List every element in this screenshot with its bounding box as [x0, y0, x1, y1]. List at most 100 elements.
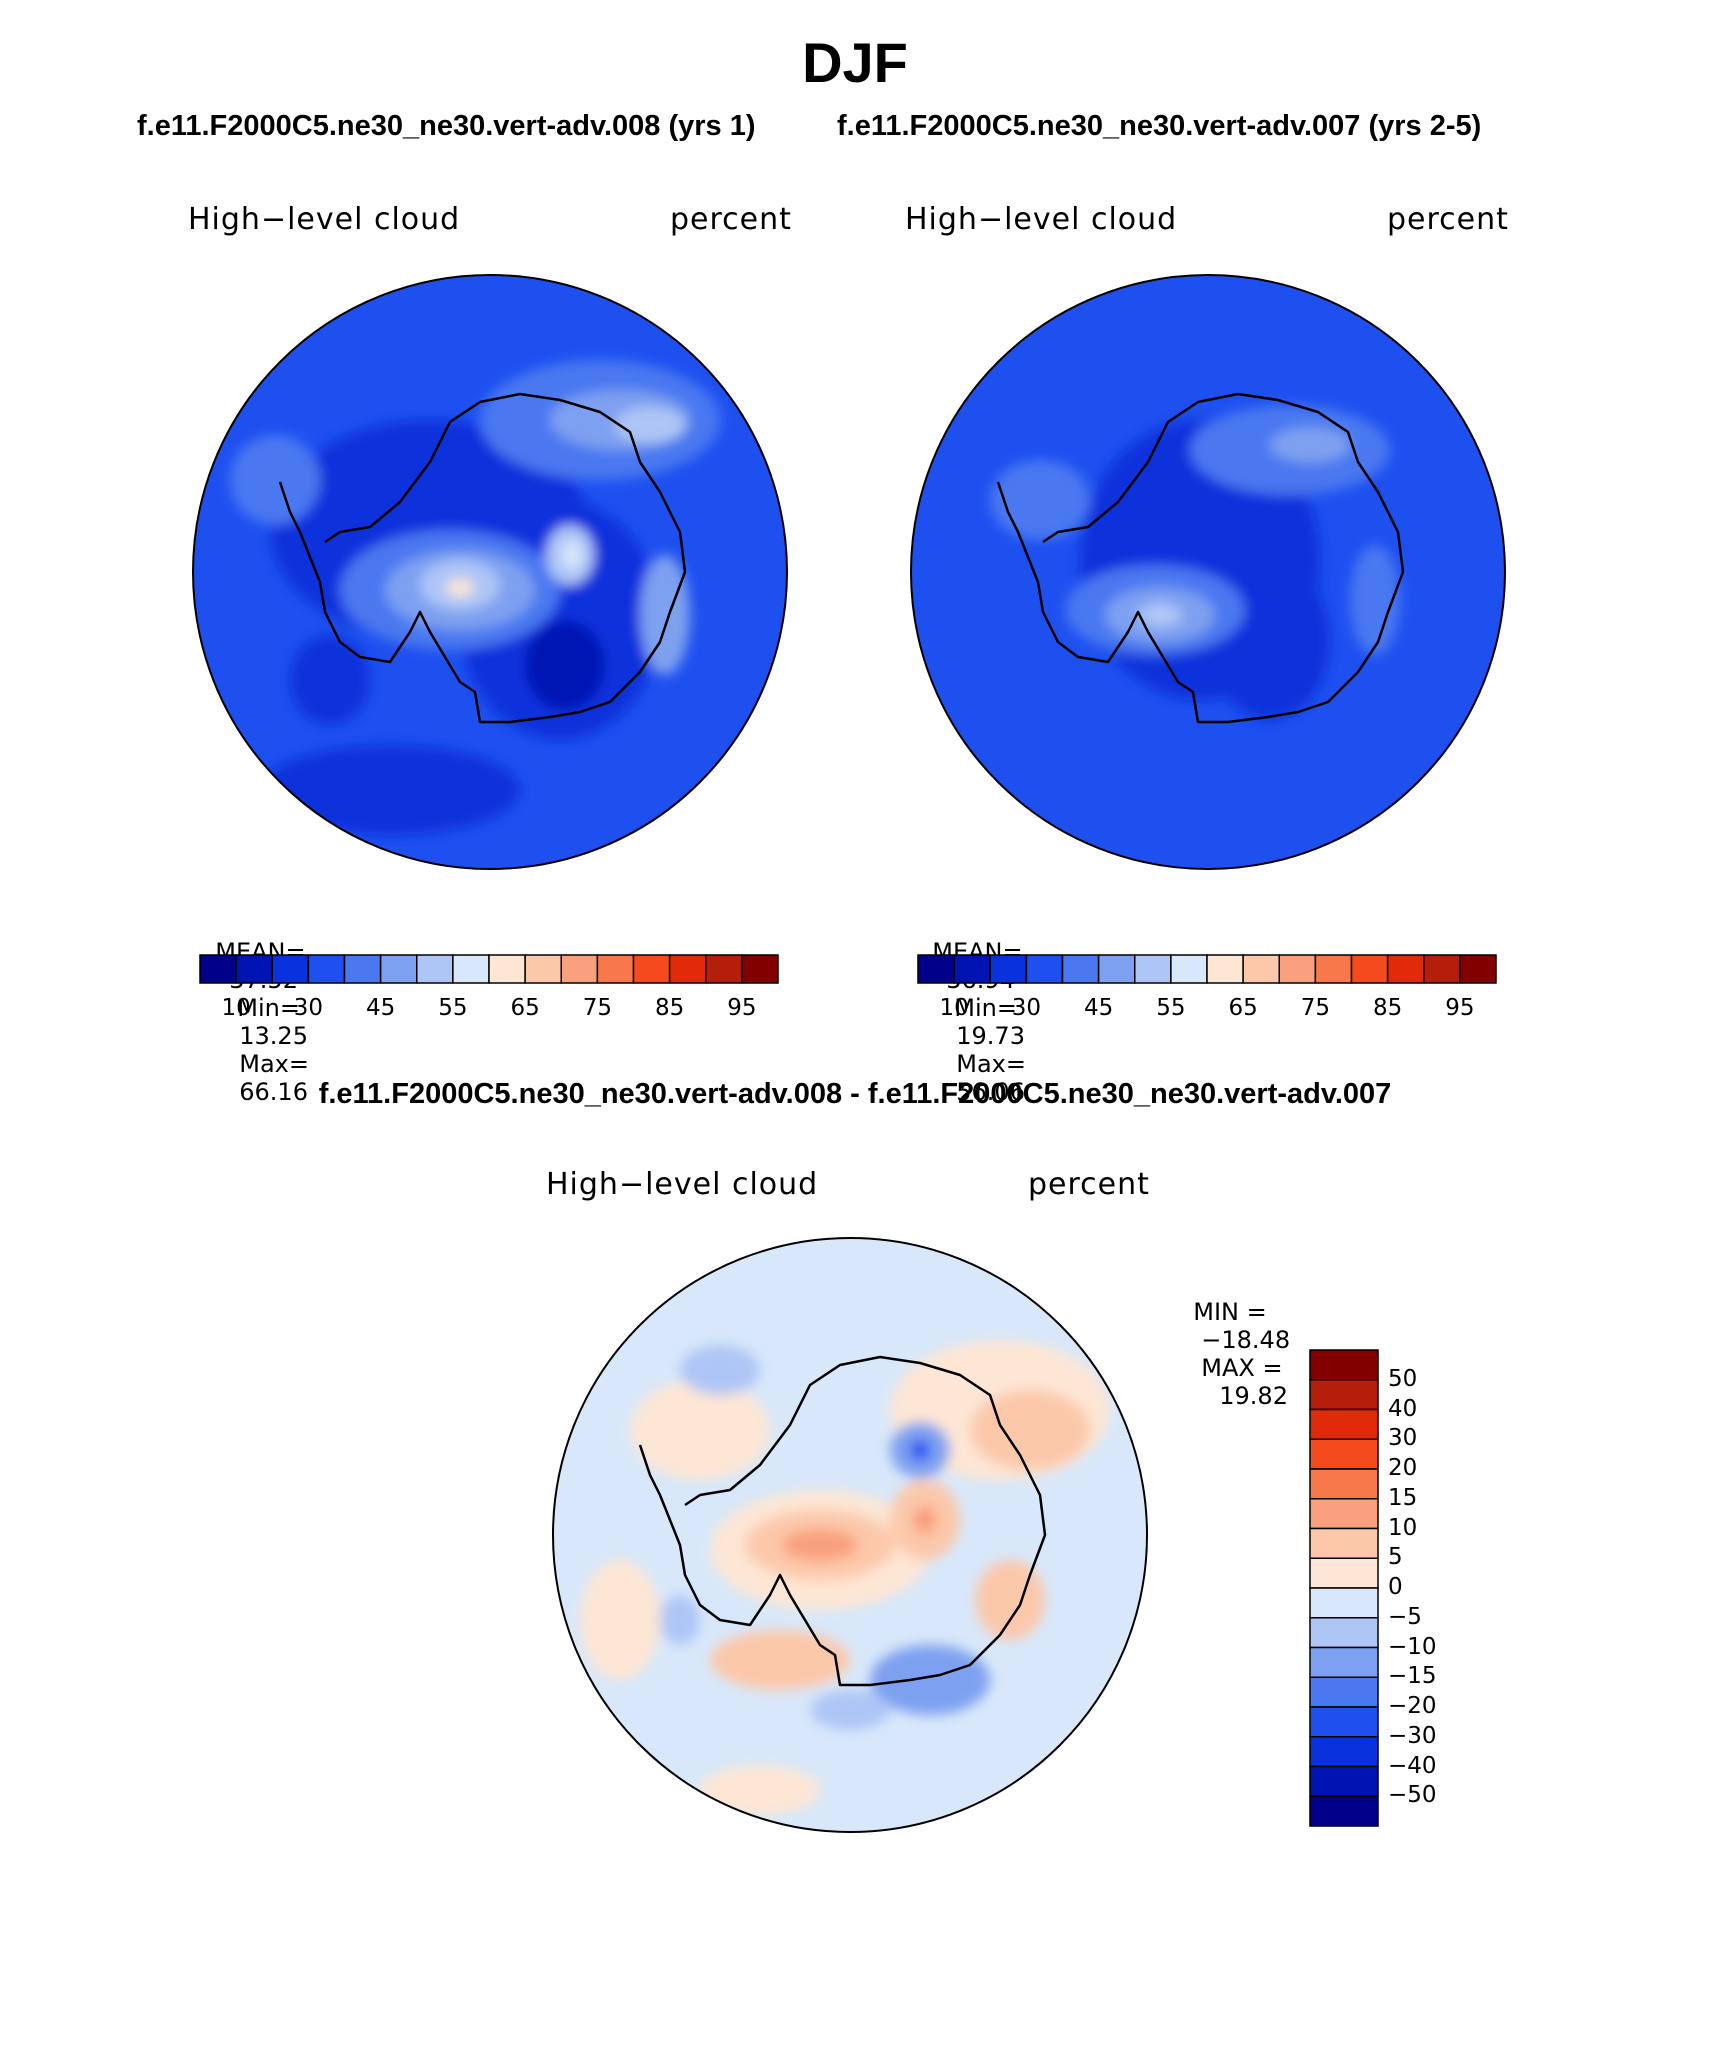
colorbar-box [1170, 954, 1208, 984]
colorbar-tick-label: 10 [221, 995, 251, 1021]
panel2-min-label: Min= [954, 994, 1017, 1022]
colorbar-box [1309, 1646, 1379, 1678]
diff-max-value: 19.82 [1219, 1382, 1288, 1410]
colorbar-tick-label: 45 [365, 995, 396, 1021]
colorbar-box [1309, 1587, 1379, 1619]
colorbar-box [1386, 954, 1425, 984]
colorbar-box [1206, 954, 1244, 984]
colorbar-tick-label: 10 [939, 995, 969, 1021]
colorbar-box [1309, 1736, 1379, 1768]
panel1-min-label: Min= [237, 994, 300, 1022]
panel2-max-label: Max= [956, 1050, 1026, 1078]
case-title-left: f.e11.F2000C5.ne30_ne30.vert-adv.008 (yr… [137, 110, 756, 142]
colorbar-tick-label: 45 [1083, 995, 1114, 1021]
colorbar-box [199, 954, 237, 984]
colorbar-tick-label: 50 [1388, 1365, 1418, 1392]
colorbar-box [560, 954, 599, 984]
colorbar-tick-label: −15 [1388, 1663, 1437, 1690]
colorbar-tick-label: 30 [1011, 995, 1042, 1021]
colorbar-box [524, 954, 562, 984]
colorbar-box [1309, 1676, 1379, 1708]
difference-title: f.e11.F2000C5.ne30_ne30.vert-adv.008 - f… [318, 1078, 1392, 1110]
colorbar-box [1314, 954, 1353, 984]
colorbar-tick-label: 30 [1388, 1425, 1418, 1452]
season-title: DJF [802, 31, 908, 94]
colorbar-box [1309, 1408, 1379, 1440]
colorbar-box [1242, 954, 1280, 984]
colorbar-box [416, 954, 454, 984]
colorbar-box [1309, 1706, 1379, 1738]
colorbar-tick-label: 65 [1228, 995, 1258, 1021]
colorbar-box [1097, 954, 1136, 984]
colorbar-box [379, 954, 418, 984]
colorbar-box [1309, 1527, 1379, 1559]
panel1-colorbar [199, 954, 779, 984]
colorbar-box [1278, 954, 1317, 984]
panel2-colorbar [917, 954, 1497, 984]
diff-units-label: percent [1028, 1167, 1150, 1202]
colorbar-box [953, 954, 991, 984]
colorbar-box [705, 954, 743, 984]
panel2-variable-label: High−level cloud [905, 202, 1178, 237]
colorbar-box [596, 954, 635, 984]
colorbar-tick-label: 5 [1388, 1544, 1403, 1571]
diff-min-label: MIN = [1193, 1298, 1267, 1326]
diff-variable-label: High−level cloud [546, 1167, 819, 1202]
colorbar-box [488, 954, 526, 984]
colorbar-tick-label: −10 [1388, 1633, 1437, 1660]
colorbar-box [1309, 1379, 1379, 1411]
panel1-map [192, 274, 788, 870]
colorbar-box [1350, 954, 1389, 984]
colorbar-box [1134, 954, 1172, 984]
colorbar-tick-label: 15 [1388, 1484, 1418, 1511]
colorbar-tick-label: −40 [1388, 1752, 1437, 1779]
colorbar-box [1061, 954, 1100, 984]
colorbar-tick-label: −50 [1388, 1782, 1437, 1809]
colorbar-tick-label: 85 [654, 995, 685, 1021]
colorbar-tick-label: 10 [1388, 1514, 1418, 1541]
colorbar-tick-label: 20 [1388, 1455, 1418, 1481]
case-title-right: f.e11.F2000C5.ne30_ne30.vert-adv.007 (yr… [837, 110, 1482, 142]
panel1-variable-label: High−level cloud [188, 202, 461, 237]
colorbar-box [1309, 1349, 1379, 1381]
colorbar-tick-label: 30 [293, 995, 324, 1021]
diff-colorbar [1309, 1349, 1379, 1827]
colorbar-box [989, 954, 1028, 984]
colorbar-box [1309, 1468, 1379, 1500]
colorbar-tick-label: 55 [438, 995, 468, 1021]
panel2-units-label: percent [1387, 202, 1509, 237]
colorbar-box [235, 954, 273, 984]
colorbar-box [1309, 1438, 1379, 1470]
diff-stats: MIN = −18.48 MAX = 19.82 [1178, 1270, 1290, 1410]
colorbar-box [741, 954, 779, 984]
panel2-max-value: 56.06 [956, 1078, 1025, 1106]
colorbar-tick-label: −30 [1388, 1722, 1437, 1749]
panel1-max-value: 66.16 [239, 1078, 308, 1106]
colorbar-tick-label: −5 [1388, 1603, 1422, 1630]
panel1-min-value: 13.25 [239, 1022, 308, 1050]
colorbar-box [1309, 1557, 1379, 1589]
diff-max-label: MAX = [1201, 1354, 1283, 1382]
colorbar-box [452, 954, 490, 984]
colorbar-box [1309, 1765, 1379, 1797]
colorbar-box [1309, 1795, 1379, 1827]
colorbar-tick-label: 65 [510, 995, 540, 1021]
colorbar-tick-label: 55 [1156, 995, 1186, 1021]
diff-min-value: −18.48 [1201, 1326, 1291, 1354]
colorbar-tick-label: 85 [1372, 995, 1403, 1021]
colorbar-tick-label: 95 [727, 995, 757, 1021]
colorbar-box [632, 954, 671, 984]
colorbar-box [271, 954, 310, 984]
colorbar-box [307, 954, 346, 984]
panel2-map [910, 274, 1506, 870]
colorbar-tick-label: 95 [1445, 995, 1475, 1021]
colorbar-tick-label: 75 [582, 995, 613, 1021]
colorbar-box [343, 954, 382, 984]
colorbar-box [1459, 954, 1497, 984]
diff-map [552, 1237, 1148, 1833]
colorbar-tick-label: −20 [1388, 1693, 1437, 1719]
colorbar-box [1423, 954, 1461, 984]
panel2-min-value: 19.73 [956, 1022, 1025, 1050]
colorbar-tick-label: 75 [1300, 995, 1331, 1021]
